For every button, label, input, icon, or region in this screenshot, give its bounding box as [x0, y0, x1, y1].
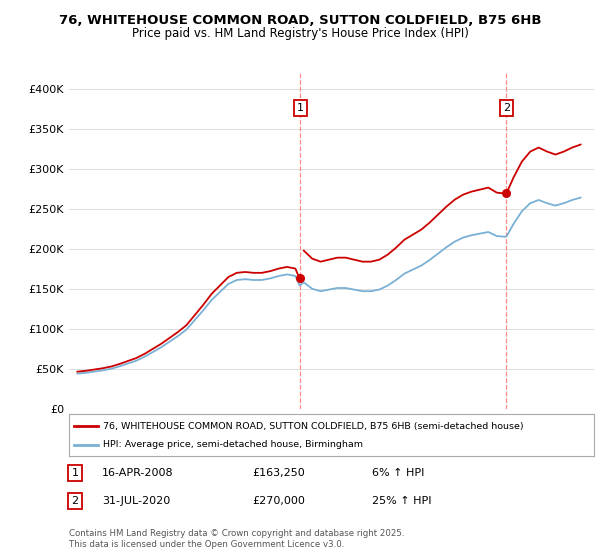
Text: Price paid vs. HM Land Registry's House Price Index (HPI): Price paid vs. HM Land Registry's House … [131, 27, 469, 40]
Text: 25% ↑ HPI: 25% ↑ HPI [372, 496, 431, 506]
Text: HPI: Average price, semi-detached house, Birmingham: HPI: Average price, semi-detached house,… [103, 440, 363, 449]
Text: 16-APR-2008: 16-APR-2008 [102, 468, 173, 478]
Text: 76, WHITEHOUSE COMMON ROAD, SUTTON COLDFIELD, B75 6HB: 76, WHITEHOUSE COMMON ROAD, SUTTON COLDF… [59, 14, 541, 27]
Text: 2: 2 [71, 496, 79, 506]
Text: £270,000: £270,000 [252, 496, 305, 506]
Text: 2: 2 [503, 103, 510, 113]
Text: 31-JUL-2020: 31-JUL-2020 [102, 496, 170, 506]
Text: Contains HM Land Registry data © Crown copyright and database right 2025.
This d: Contains HM Land Registry data © Crown c… [69, 529, 404, 549]
Text: 6% ↑ HPI: 6% ↑ HPI [372, 468, 424, 478]
Text: £163,250: £163,250 [252, 468, 305, 478]
Text: 76, WHITEHOUSE COMMON ROAD, SUTTON COLDFIELD, B75 6HB (semi-detached house): 76, WHITEHOUSE COMMON ROAD, SUTTON COLDF… [103, 422, 524, 431]
Text: 1: 1 [297, 103, 304, 113]
Text: 1: 1 [71, 468, 79, 478]
